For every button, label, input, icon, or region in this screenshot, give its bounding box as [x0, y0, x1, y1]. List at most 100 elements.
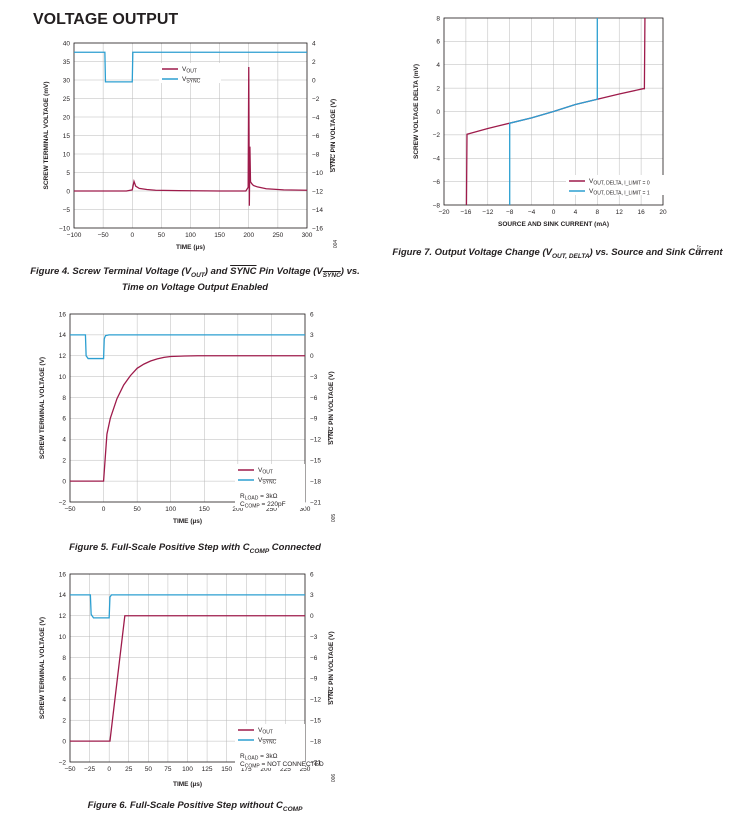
y2-title-rest: PIN VOLTAGE (V): [330, 99, 337, 154]
y-tick-label: 10: [63, 151, 71, 158]
x-tick-label: 300: [300, 506, 311, 513]
y-tick-label: −10: [59, 225, 70, 232]
y-tick-label: 15: [63, 133, 71, 140]
note-r: C: [240, 761, 245, 768]
x-tick-label: 250: [266, 506, 277, 513]
x-tick-label: 250: [300, 766, 311, 773]
y2-tick-label: −6: [310, 395, 318, 402]
y2-tick-label: −10: [312, 170, 323, 177]
legend-sub: SYNC: [186, 79, 200, 85]
x-tick-label: −8: [506, 209, 514, 216]
legend-box: [235, 724, 305, 768]
note-val: = NOT CONNECTED: [260, 761, 324, 768]
legend-sub: SYNC: [262, 480, 276, 486]
note-sub: LOAD: [245, 496, 259, 502]
figure-7-caption: Figure 7. Output Voltage Change (VOUT, D…: [392, 247, 723, 260]
x-tick-label: 225: [280, 766, 291, 773]
note-r: R: [240, 753, 245, 760]
y2-tick-label: 2: [312, 59, 316, 66]
legend-sub: OUT, DELTA, I_LIMIT = 1: [593, 191, 649, 197]
legend-label: VOUT: [182, 66, 197, 75]
y-tick-label: 10: [59, 634, 67, 641]
y2-tick-label: −4: [312, 114, 320, 121]
x-tick-label: 50: [134, 506, 142, 513]
y2-axis-title: SYNC PIN VOLTAGE (V): [330, 99, 337, 172]
y-tick-label: 12: [59, 353, 67, 360]
legend-label: VOUT: [258, 467, 273, 476]
figure-id: 005: [331, 514, 337, 523]
y2-tick-label: −15: [310, 718, 321, 725]
y-tick-label: 0: [62, 478, 66, 485]
y2-tick-label: 3: [310, 592, 314, 599]
y2-tick-label: −14: [312, 207, 323, 214]
y-tick-label: 8: [62, 395, 66, 402]
legend-v: V: [182, 76, 187, 83]
x-tick-label: 0: [102, 506, 106, 513]
chart-fig5: −50 0 50 100 150 200 250 300 −2 0 2 4 6 8 10 12 14 16 −21 −…: [39, 311, 337, 525]
legend-v: V: [258, 467, 263, 474]
series-line-vout: [74, 67, 307, 206]
y-tick-label: −4: [433, 156, 441, 163]
y-tick-label: 2: [62, 718, 66, 725]
figure-id: 004: [333, 240, 339, 249]
x-tick-label: −50: [98, 232, 109, 239]
figure-id: 007: [697, 245, 703, 254]
legend-box: [159, 63, 221, 83]
x-tick-label: −25: [84, 766, 95, 773]
x-axis-title: TIME (µs): [173, 781, 202, 788]
x-tick-label: 25: [125, 766, 133, 773]
y2-tick-label: −3: [310, 374, 318, 381]
y-tick-label: 5: [66, 170, 70, 177]
x-tick-label: 75: [164, 766, 172, 773]
x-tick-label: 200: [260, 766, 271, 773]
y-tick-label: −6: [433, 179, 441, 186]
y-tick-label: 0: [436, 109, 440, 116]
plot-frame: [73, 42, 308, 229]
legend-v: V: [589, 188, 594, 195]
legend-sub: OUT, DELTA, I_LIMIT = 0: [593, 181, 649, 187]
x-tick-label: 125: [202, 766, 213, 773]
legend-note: RLOAD = 3kΩ: [240, 753, 278, 762]
y2-title-sync: SYNC: [328, 426, 335, 444]
y2-title-sync: SYNC: [328, 686, 335, 704]
y-tick-label: 14: [59, 592, 67, 599]
y2-tick-label: −2: [312, 96, 320, 103]
y-tick-label: −2: [433, 132, 441, 139]
figure-4-caption: Figure 4. Screw Terminal Voltage (VOUT) …: [30, 266, 360, 293]
legend-sub: SYNC: [262, 740, 276, 746]
legend-sub: OUT: [186, 69, 197, 75]
x-tick-label: 150: [199, 506, 210, 513]
series-line-vout: [70, 355, 305, 482]
y2-tick-label: 0: [312, 77, 316, 84]
x-tick-label: −12: [482, 209, 493, 216]
legend-v: V: [182, 66, 187, 73]
y2-tick-label: 6: [310, 311, 314, 318]
y2-tick-label: 4: [312, 40, 316, 47]
y2-tick-label: −12: [310, 437, 321, 444]
y2-tick-label: −8: [312, 151, 320, 158]
y-tick-label: 35: [63, 59, 71, 66]
y-tick-label: 2: [62, 458, 66, 465]
y-tick-label: 4: [62, 697, 66, 704]
legend-label: VOUT: [258, 727, 273, 736]
figure-id: 006: [331, 774, 337, 783]
y-tick-label: 6: [436, 39, 440, 46]
legend-v: V: [258, 727, 263, 734]
x-tick-label: −50: [64, 766, 75, 773]
x-tick-label: 50: [158, 232, 166, 239]
legend-v: V: [589, 178, 594, 185]
y2-tick-label: −6: [310, 655, 318, 662]
y-tick-label: −2: [59, 499, 67, 506]
legend-note: CCOMP = 220pF: [240, 501, 286, 510]
y2-tick-label: −15: [310, 458, 321, 465]
x-tick-label: 100: [185, 232, 196, 239]
x-tick-label: 250: [272, 232, 283, 239]
legend-label: VOUT, DELTA, I_LIMIT = 0: [589, 178, 650, 187]
y2-axis-title: SYNC PIN VOLTAGE (V): [328, 371, 335, 444]
x-tick-label: −16: [460, 209, 471, 216]
y-axis-title: SCREW TERMINAL VOLTAGE (V): [39, 617, 46, 719]
y2-tick-label: −12: [310, 697, 321, 704]
x-tick-label: −50: [64, 506, 75, 513]
y-tick-label: 20: [63, 114, 71, 121]
